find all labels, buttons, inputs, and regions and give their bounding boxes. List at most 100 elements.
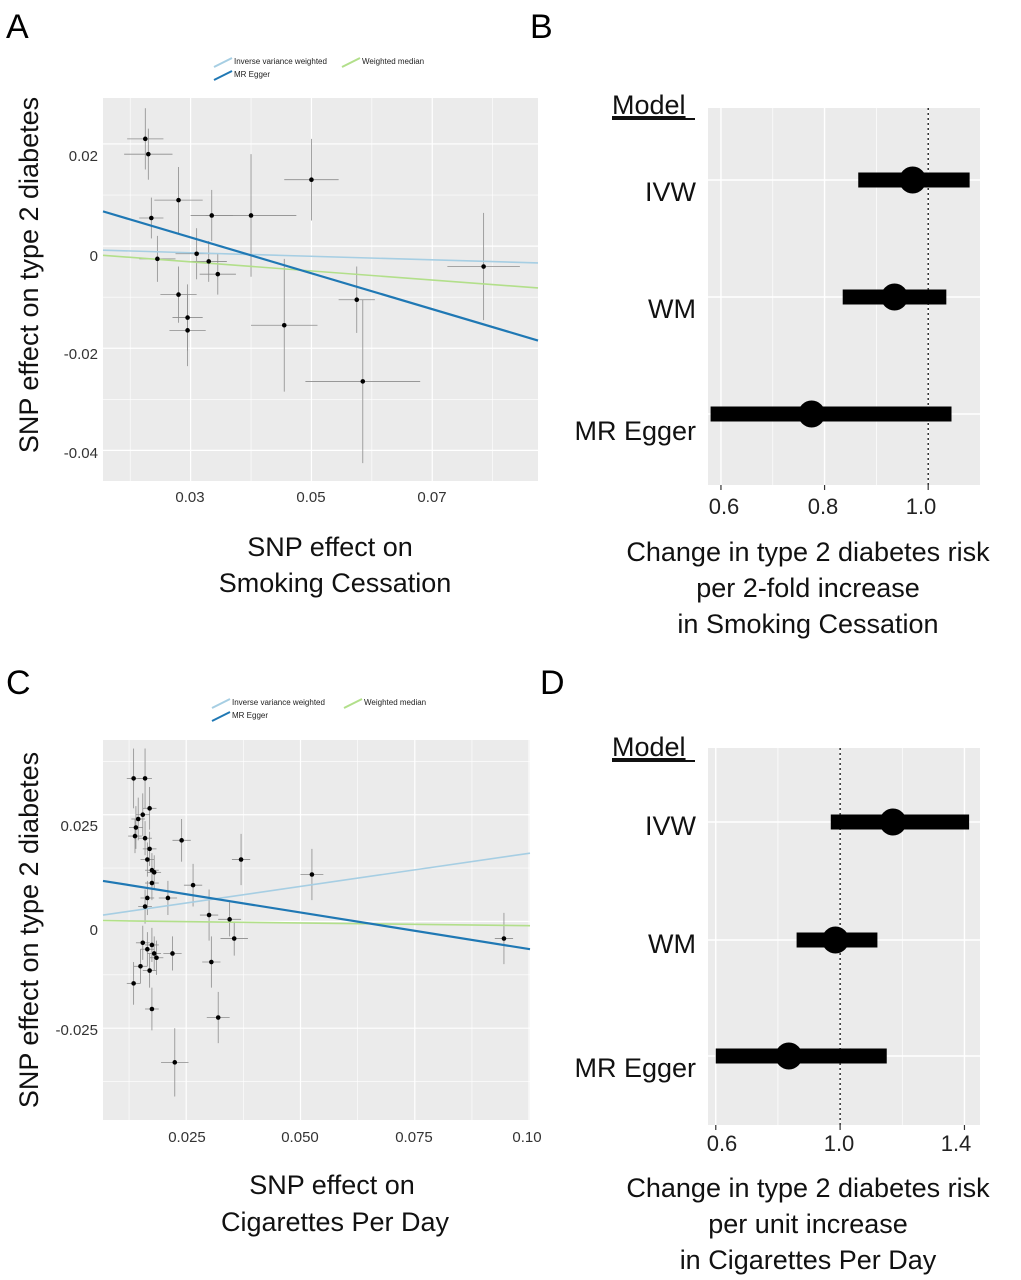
x-tick-label: 1.0 bbox=[824, 1131, 855, 1156]
x-axis-ticks bbox=[715, 1125, 966, 1130]
legend-egger-swatch bbox=[213, 70, 233, 81]
data-point bbox=[360, 379, 366, 384]
data-point bbox=[185, 315, 190, 320]
x-tick-label: 0.8 bbox=[808, 494, 839, 519]
x-tick-label: 1.4 bbox=[941, 1131, 972, 1156]
panel-b-marks bbox=[710, 108, 970, 490]
panel-a-gridlines bbox=[103, 98, 538, 481]
x-tick-label: 0.07 bbox=[417, 489, 446, 506]
y-tick-label: 0 bbox=[90, 922, 98, 939]
y-tick-label: 0 bbox=[90, 248, 98, 265]
model-label-wm: WM bbox=[648, 294, 696, 324]
data-point bbox=[147, 806, 152, 811]
regression-line bbox=[102, 879, 531, 951]
legend-egger-label: MR Egger bbox=[234, 70, 270, 79]
panel-letter-c: C bbox=[6, 664, 31, 702]
data-point bbox=[142, 776, 148, 781]
data-point bbox=[142, 835, 148, 841]
y-axis-title: SNP effect on type 2 diabetes bbox=[14, 97, 44, 453]
data-point bbox=[481, 264, 486, 269]
data-point bbox=[309, 177, 314, 183]
data-point bbox=[170, 951, 175, 956]
legend-ivw-label: Inverse variance weighted bbox=[234, 57, 327, 66]
data-point bbox=[194, 251, 199, 257]
regression-line bbox=[102, 852, 531, 916]
regression-line bbox=[102, 249, 539, 264]
data-point bbox=[209, 959, 214, 965]
x-tick-label: 0.6 bbox=[707, 1131, 738, 1156]
data-point bbox=[149, 942, 155, 948]
legend-ivw-label: Inverse variance weighted bbox=[232, 698, 325, 707]
panel-c-scatter: Inverse variance weighted Weighted media… bbox=[14, 698, 542, 1237]
y-tick-label: -0.04 bbox=[64, 445, 98, 462]
data-point bbox=[149, 1006, 155, 1012]
model-label-mr-egger: MR Egger bbox=[574, 416, 696, 446]
x-tick-label: 1.0 bbox=[906, 494, 937, 519]
legend-wm-swatch bbox=[343, 698, 363, 709]
x-axis-title-line2: per unit increase bbox=[708, 1209, 908, 1239]
data-point bbox=[231, 936, 237, 941]
point-estimate bbox=[899, 166, 927, 194]
legend-wm-label: Weighted median bbox=[362, 57, 424, 66]
data-point bbox=[142, 136, 148, 142]
x-tick-label: 0.050 bbox=[281, 1129, 319, 1146]
y-tick-label: 0.02 bbox=[69, 148, 98, 165]
y-tick-label: -0.02 bbox=[64, 346, 98, 363]
x-axis-ticks bbox=[720, 485, 929, 490]
model-label-ivw: IVW bbox=[645, 177, 697, 207]
data-point bbox=[147, 968, 152, 973]
x-tick-label: 0.025 bbox=[168, 1129, 206, 1146]
x-axis-title-line3: in Cigarettes Per Day bbox=[680, 1245, 937, 1275]
regression-line bbox=[102, 919, 531, 927]
data-point bbox=[179, 838, 184, 843]
data-point bbox=[238, 857, 244, 862]
x-axis-title-line1: Change in type 2 diabetes risk bbox=[626, 537, 990, 567]
data-point bbox=[133, 825, 139, 830]
legend-wm-swatch bbox=[341, 57, 361, 68]
legend-wm-label: Weighted median bbox=[364, 698, 426, 707]
data-point bbox=[281, 322, 287, 328]
data-point bbox=[145, 946, 150, 952]
panel-a-plot-area bbox=[103, 98, 538, 481]
data-point bbox=[165, 895, 171, 901]
x-axis-title-line2: Smoking Cessation bbox=[219, 568, 452, 598]
data-point bbox=[131, 776, 136, 781]
model-label-mr-egger: MR Egger bbox=[574, 1053, 696, 1083]
legend-egger-label: MR Egger bbox=[232, 711, 268, 720]
point-estimate bbox=[775, 1042, 803, 1070]
panel-letter-b: B bbox=[530, 8, 553, 46]
y-tick-label: 0.025 bbox=[60, 818, 98, 835]
panel-c-marks bbox=[102, 748, 531, 1097]
x-axis-title-line1: SNP effect on bbox=[249, 1170, 415, 1200]
data-point bbox=[155, 256, 160, 262]
data-point bbox=[215, 271, 221, 277]
x-axis-title-line2: per 2-fold increase bbox=[696, 573, 920, 603]
panel-a-marks bbox=[102, 108, 539, 464]
model-label-ivw: IVW bbox=[645, 811, 697, 841]
y-tick-label: -0.025 bbox=[55, 1022, 98, 1039]
data-point bbox=[145, 857, 150, 862]
data-point bbox=[248, 213, 254, 218]
data-point bbox=[145, 895, 150, 901]
panel-c-legend: Inverse variance weighted Weighted media… bbox=[211, 698, 426, 722]
data-point bbox=[354, 297, 360, 303]
point-estimate bbox=[879, 808, 907, 836]
data-point bbox=[146, 151, 151, 157]
legend-ivw-swatch bbox=[211, 698, 231, 709]
data-point bbox=[140, 812, 146, 818]
panel-d-forest: Model IVW WM MR Egger 0.6 1.0 1.4 Change… bbox=[574, 732, 990, 1275]
x-tick-label: 0.6 bbox=[709, 494, 740, 519]
data-point bbox=[151, 870, 157, 875]
model-header: Model bbox=[612, 90, 686, 120]
y-axis-title: SNP effect on type 2 diabetes bbox=[14, 752, 44, 1108]
data-point bbox=[132, 833, 138, 839]
x-axis-title-line1: SNP effect on bbox=[247, 532, 413, 562]
x-tick-label: 0.075 bbox=[395, 1129, 433, 1146]
model-header: Model bbox=[612, 732, 686, 762]
regression-line bbox=[102, 210, 539, 342]
legend-egger-swatch bbox=[211, 711, 231, 722]
x-tick-label: 0.05 bbox=[296, 489, 325, 506]
data-point bbox=[215, 1015, 221, 1020]
data-point bbox=[149, 880, 155, 886]
data-point bbox=[309, 872, 315, 877]
